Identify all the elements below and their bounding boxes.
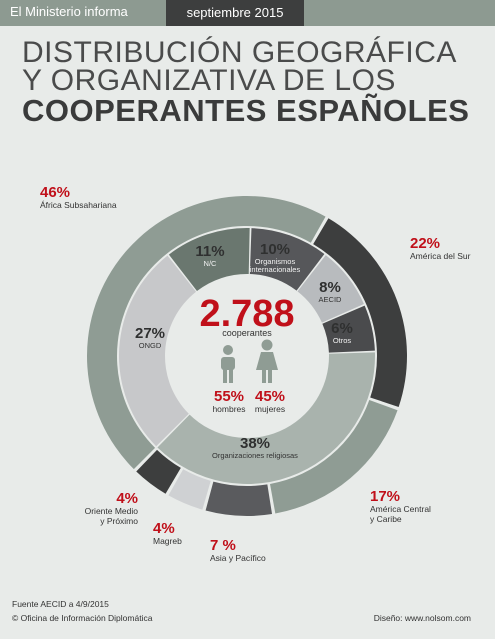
org-value-n-c: 11% [195, 243, 224, 260]
woman-icon [256, 339, 278, 383]
man-icon [221, 345, 235, 383]
geo-value-america-central-y-caribe: 17% [370, 488, 400, 505]
title-line-2: Y ORGANIZATIVA DE LOS [22, 64, 396, 97]
footer-design-credit: Diseño: www.nolsom.com [373, 613, 471, 623]
geografica-slice-america-central-y-caribe [270, 400, 398, 514]
geo-label-oriente-medio-y-proximo: Oriente Medio [85, 506, 139, 516]
publication-date: septiembre 2015 [166, 0, 304, 26]
geo-value-oriente-medio-y-proximo: 4% [116, 490, 138, 507]
org-value-otros: 6% [331, 320, 353, 337]
footer-source: Fuente AECID a 4/9/2015 [12, 599, 109, 609]
geografica-slice-asia-y-pacifico [205, 481, 273, 516]
organizativa-slice-organizaciones-religiosas [157, 352, 375, 484]
geo-label-america-central-y-caribe: América Central [370, 504, 431, 514]
publication-name: El Ministerio informa [10, 4, 128, 19]
inner-ring [119, 228, 375, 484]
geo-value-magreb: 4% [153, 520, 175, 537]
total-value: 2.788 [199, 293, 294, 335]
geo-label-america-del-sur: América del Sur [410, 251, 471, 261]
geografica-slice-africa-subsahariana [87, 196, 326, 470]
geo-label-oriente-medio-y-proximo-1: y Próximo [100, 516, 138, 526]
outer-ring [87, 196, 407, 516]
women-label: mujeres [255, 404, 285, 414]
total-label: cooperantes [222, 328, 272, 338]
geografica-slice-magreb [168, 469, 211, 510]
org-label-ongd: ONGD [139, 341, 162, 350]
geo-label-magreb: Magreb [153, 536, 182, 546]
org-value-organismos-internacionales: 10% [260, 241, 290, 258]
org-label-organizaciones-religiosas: Organizaciones religiosas [212, 451, 298, 460]
organizativa-slice-ongd [119, 255, 197, 447]
organizativa-slice-otros [322, 305, 375, 353]
org-label-n-c: N/C [204, 259, 218, 268]
org-label-otros: Otros [333, 336, 352, 345]
org-label-organismos-internacionales-1: internacionales [250, 265, 301, 274]
organizativa-slice-aecid [297, 255, 364, 323]
org-value-ongd: 27% [135, 325, 165, 342]
footer-copyright: © Oficina de Información Diplomática [12, 613, 153, 623]
title-line-3: COOPERANTES ESPAÑOLES [22, 93, 470, 128]
geografica-slice-america-del-sur [313, 218, 407, 408]
geografica-slice-oriente-medio-y-proximo [136, 449, 181, 494]
organizativa-slice-organismos-internacionales [249, 228, 325, 291]
org-label-organismos-internacionales: Organismos [255, 257, 296, 266]
title-line-1: DISTRIBUCIÓN GEOGRÁFICA [22, 36, 457, 69]
men-label: hombres [212, 404, 245, 414]
chart-labels: 46%África Subsahariana 22%América del Sur… [40, 184, 471, 563]
geo-value-africa-subsahariana: 46% [40, 184, 70, 201]
geo-label-america-central-y-caribe-1: y Caribe [370, 514, 402, 524]
geo-value-asia-y-pacifico: 7 % [210, 537, 236, 554]
center-disc [169, 278, 325, 434]
org-value-aecid: 8% [319, 279, 341, 296]
geo-label-africa-subsahariana: África Subsahariana [40, 200, 117, 210]
geo-label-asia-y-pacifico: Asia y Pacífico [210, 553, 266, 563]
org-label-aecid: AECID [319, 295, 343, 304]
men-percent: 55% [214, 388, 244, 405]
geo-value-america-del-sur: 22% [410, 235, 440, 252]
org-value-organizaciones-religiosas: 38% [240, 435, 270, 452]
organizativa-slice-n-c [168, 228, 250, 292]
women-percent: 45% [255, 388, 285, 405]
